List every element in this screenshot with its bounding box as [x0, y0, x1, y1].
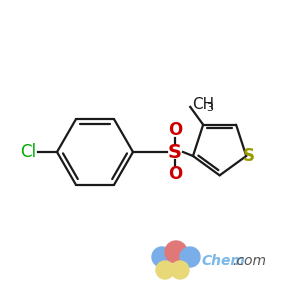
Text: O: O — [168, 165, 182, 183]
Text: S: S — [242, 147, 254, 165]
Text: 3: 3 — [206, 103, 213, 113]
Circle shape — [180, 247, 200, 267]
Text: Cl: Cl — [20, 143, 36, 161]
Circle shape — [156, 261, 174, 279]
Circle shape — [171, 261, 189, 279]
Circle shape — [152, 247, 172, 267]
Circle shape — [165, 241, 187, 263]
Text: S: S — [168, 142, 182, 161]
Text: Chem: Chem — [202, 254, 246, 268]
Text: CH: CH — [192, 98, 214, 112]
Text: O: O — [168, 121, 182, 139]
Text: .com: .com — [232, 254, 266, 268]
